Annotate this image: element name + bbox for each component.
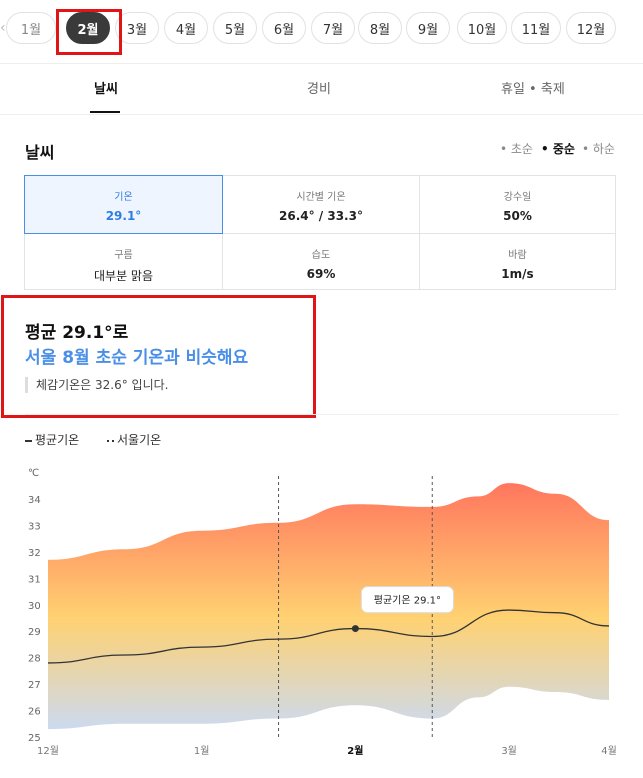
- legend-avg: 평균기온: [25, 433, 91, 447]
- x-tick-label: 12월: [37, 745, 59, 757]
- summary-subtitle: 서울 8월 초순 기온과 비슷해요: [25, 348, 249, 368]
- tab-weather[interactable]: 날씨: [94, 82, 118, 97]
- stat-label: 시간별 기온: [296, 192, 346, 203]
- y-tick-label: 25: [28, 733, 41, 744]
- marker-tooltip-label: 평균기온 29.1°: [374, 595, 441, 607]
- scroll-left-icon[interactable]: ‹: [0, 20, 6, 36]
- legend-dotted-line-icon: [107, 439, 114, 442]
- temperature-range-area: [48, 483, 609, 730]
- tab-active-indicator: [90, 111, 120, 113]
- stat-clouds[interactable]: 구름 대부분 맑음: [25, 234, 222, 290]
- legend-avg-label: 평균기온: [35, 433, 80, 447]
- range-area-layer: [48, 483, 609, 730]
- season-early[interactable]: • 초순: [500, 142, 533, 156]
- month-chip-11[interactable]: 11월: [511, 12, 561, 44]
- y-tick-label: 34: [28, 495, 41, 506]
- feels-like-text: 체감기온은 32.6° 입니다.: [25, 377, 168, 393]
- stat-hourly-temperature[interactable]: 시간별 기온 26.4° / 33.3°: [223, 176, 419, 233]
- stat-label: 구름: [114, 250, 133, 261]
- season-mid[interactable]: • 중순: [541, 142, 575, 156]
- month-chip-9[interactable]: 9월: [406, 12, 450, 44]
- average-marker-dot[interactable]: [351, 625, 359, 633]
- tab-expenses[interactable]: 경비: [307, 82, 331, 97]
- section-title: 날씨: [25, 143, 55, 162]
- weather-stats-grid: 기온 29.1° 시간별 기온 26.4° / 33.3° 강수일 50% 구름…: [24, 175, 616, 290]
- stat-value: 29.1°: [105, 209, 142, 223]
- stat-label: 기온: [114, 192, 133, 203]
- summary-title: 평균 29.1°로: [25, 323, 129, 343]
- stat-label: 강수일: [503, 192, 532, 203]
- x-axis: 12월 1월 2월 3월 4월: [37, 745, 617, 757]
- x-tick-label: 2월: [347, 745, 363, 757]
- tab-bar: 날씨 경비 휴일 • 축제: [0, 63, 643, 115]
- grid-divider-h: [25, 233, 615, 234]
- stat-value: 26.4° / 33.3°: [279, 209, 363, 223]
- chart-legend: 평균기온 서울기온: [25, 431, 185, 448]
- month-chip-12[interactable]: 12월: [566, 12, 616, 44]
- y-tick-label: 26: [28, 707, 41, 718]
- stat-value: 대부분 맑음: [93, 269, 153, 283]
- x-tick-label: 1월: [194, 745, 210, 757]
- month-chip-3[interactable]: 3월: [115, 12, 159, 44]
- y-tick-label: 31: [28, 574, 41, 585]
- section-divider: [25, 414, 618, 415]
- y-tick-label: 32: [28, 548, 41, 559]
- stat-label: 바람: [508, 250, 527, 261]
- legend-seoul: 서울기온: [107, 433, 173, 447]
- stat-value: 69%: [306, 267, 336, 281]
- stat-value: 1m/s: [501, 267, 534, 281]
- month-chip-4[interactable]: 4월: [164, 12, 208, 44]
- y-axis: ℃ 25 26 27 28 29 30 31 32 33 34: [28, 468, 41, 744]
- marker-tooltip: [360, 586, 454, 614]
- stat-temperature[interactable]: 기온 29.1°: [24, 175, 223, 234]
- dashed-period-lines: [278, 476, 433, 738]
- stat-rain-days[interactable]: 강수일 50%: [420, 176, 615, 233]
- month-chip-7[interactable]: 7월: [311, 12, 355, 44]
- tab-holidays-festivals[interactable]: 휴일 • 축제: [501, 82, 565, 97]
- y-tick-label: 33: [28, 521, 41, 532]
- legend-seoul-label: 서울기온: [117, 433, 162, 447]
- season-late[interactable]: • 하순: [582, 142, 615, 156]
- month-chip-5[interactable]: 5월: [213, 12, 257, 44]
- x-tick-label: 4월: [601, 745, 617, 757]
- legend-solid-line-icon: [25, 439, 32, 442]
- month-highlight-box: [56, 9, 122, 55]
- month-chip-2[interactable]: 2월: [66, 12, 110, 44]
- month-chip-6[interactable]: 6월: [262, 12, 306, 44]
- month-chip-8[interactable]: 8월: [358, 12, 402, 44]
- month-chip-10[interactable]: 10월: [457, 12, 507, 44]
- grid-divider-v2: [419, 176, 420, 289]
- y-tick-label: 27: [28, 680, 41, 691]
- y-tick-label: 29: [28, 627, 41, 638]
- stat-wind[interactable]: 바람 1m/s: [420, 234, 615, 290]
- y-tick-label: 28: [28, 654, 41, 665]
- marker-layer: 평균기온 29.1°: [351, 586, 454, 633]
- temperature-chart: ℃ 25 26 27 28 29 30 31 32 33 34 12월 1월 2월 3월 4월 평균기온 2…: [28, 468, 617, 757]
- stat-label: 습도: [311, 250, 331, 261]
- stat-humidity[interactable]: 습도 69%: [223, 234, 419, 290]
- month-chip-1[interactable]: 1월: [6, 12, 56, 44]
- y-tick-label: 30: [28, 601, 41, 612]
- summary-highlight-box: [1, 295, 316, 418]
- month-selector: ‹ 1월 2월 3월 4월 5월 6월 7월 8월 9월 10월 11월 12월: [0, 0, 643, 60]
- y-unit-label: ℃: [28, 468, 39, 479]
- stat-value: 50%: [503, 209, 532, 223]
- x-tick-label: 3월: [501, 745, 517, 757]
